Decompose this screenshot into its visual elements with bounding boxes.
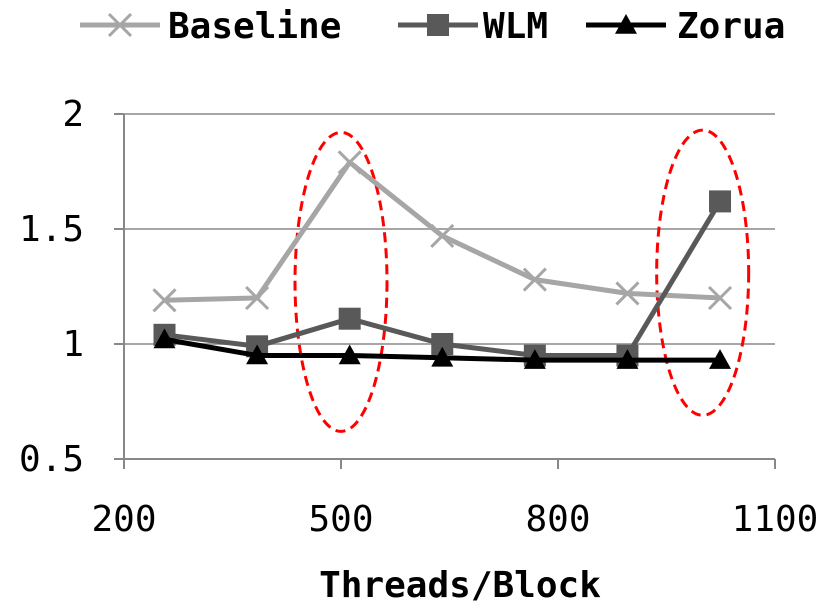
series-baseline — [152, 150, 733, 313]
triangle-marker — [615, 14, 637, 34]
x-marker — [152, 288, 177, 313]
triangle-marker — [709, 349, 732, 369]
square-marker — [427, 14, 449, 36]
x-marker — [245, 285, 270, 311]
x-marker — [707, 285, 733, 311]
legend-item-zorua: Zorua — [586, 6, 785, 47]
series-line — [164, 200, 723, 358]
x-marker — [430, 223, 455, 248]
axes: 0.5 1 1.5 2 200 500 800 1100 — [19, 94, 818, 540]
y-tick-label: 1 — [62, 324, 84, 365]
square-marker — [431, 333, 454, 355]
x-axis-label: Threads/Block — [319, 565, 601, 606]
triangle-marker — [523, 349, 546, 369]
square-marker — [338, 307, 361, 330]
x-marker — [615, 281, 640, 306]
triangle-marker — [246, 344, 269, 365]
x-tick-label: 1100 — [732, 499, 819, 540]
series-group — [152, 150, 733, 369]
y-tick-label: 2 — [62, 94, 84, 135]
triangle-marker — [431, 346, 454, 367]
legend-item-baseline: Baseline — [80, 6, 341, 47]
highlight-ellipse — [655, 128, 751, 417]
x-marker — [107, 12, 133, 38]
legend-label: Zorua — [677, 6, 785, 47]
x-tick-label: 800 — [525, 499, 590, 540]
y-tick-label: 0.5 — [19, 439, 84, 480]
legend-label: WLM — [483, 6, 548, 47]
y-tick-label: 1.5 — [19, 209, 84, 250]
legend: Baseline WLM Zorua — [80, 6, 785, 47]
square-marker — [709, 190, 732, 213]
legend-label: Baseline — [168, 6, 341, 47]
series-line — [164, 159, 721, 303]
series-wlm — [153, 190, 732, 367]
x-tick-label: 200 — [91, 499, 156, 540]
triangle-marker — [153, 328, 176, 349]
triangle-marker — [616, 349, 639, 369]
annotations — [293, 128, 751, 433]
highlight-ellipse — [293, 130, 389, 433]
x-tick-label: 500 — [308, 499, 373, 540]
x-marker — [522, 267, 547, 292]
legend-item-wlm: WLM — [398, 6, 548, 47]
x-marker — [337, 150, 362, 175]
triangle-marker — [338, 344, 361, 365]
series-zorua — [153, 328, 732, 369]
